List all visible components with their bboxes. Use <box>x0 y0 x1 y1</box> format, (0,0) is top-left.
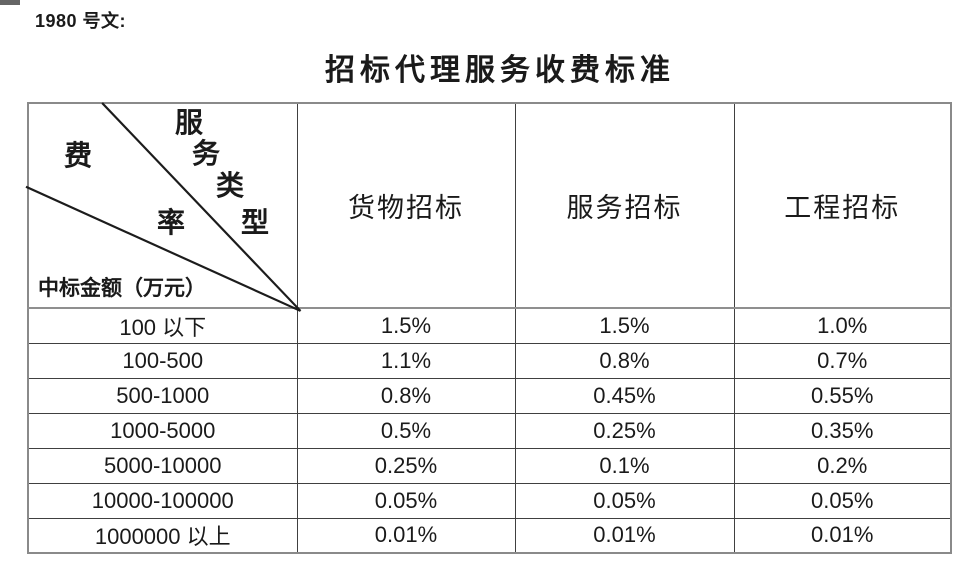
rate-cell: 0.05% <box>733 482 952 519</box>
amount-range-cell: 100 以下 <box>27 307 298 344</box>
doc-number: 1980 号文: <box>35 11 127 31</box>
column-header-service: 服务招标 <box>514 102 735 309</box>
rate-cell: 0.7% <box>733 342 952 379</box>
amount-range-cell: 500-1000 <box>27 377 298 414</box>
amount-range-cell: 5000-10000 <box>27 447 298 484</box>
rate-cell: 0.05% <box>514 482 735 519</box>
rate-cell: 0.25% <box>296 447 516 484</box>
column-header-works: 工程招标 <box>733 102 952 309</box>
table-row: 500-1000 0.8% 0.45% 0.55% <box>27 377 952 414</box>
rate-cell: 0.8% <box>514 342 735 379</box>
rate-cell: 0.01% <box>296 517 516 554</box>
amount-axis-label: 中标金额（万元） <box>38 275 206 300</box>
rate-cell: 0.1% <box>514 447 735 484</box>
rate-cell: 0.35% <box>733 412 952 449</box>
amount-range-cell: 100-500 <box>27 342 298 379</box>
table-row: 100 以下 1.5% 1.5% 1.0% <box>27 307 952 344</box>
service-type-axis-char: 类 <box>215 171 245 202</box>
amount-range-cell: 1000000 以上 <box>27 517 298 554</box>
rate-cell: 1.5% <box>296 307 516 344</box>
rate-cell: 0.25% <box>514 412 735 449</box>
rate-cell: 0.8% <box>296 377 516 414</box>
table-row: 1000000 以上 0.01% 0.01% 0.01% <box>27 517 952 554</box>
page-title: 招标代理服务收费标准 <box>325 54 675 87</box>
rate-cell: 0.5% <box>296 412 516 449</box>
diagonal-split-lines <box>25 102 302 312</box>
rate-cell: 1.5% <box>514 307 735 344</box>
column-header-goods: 货物招标 <box>296 102 516 309</box>
diagonal-header-cell: 服 务 类 型 费 率 中标金额（万元） <box>25 102 302 312</box>
amount-range-cell: 10000-100000 <box>27 482 298 519</box>
table-row: 5000-10000 0.25% 0.1% 0.2% <box>27 447 952 484</box>
service-type-axis-char: 务 <box>191 139 221 170</box>
service-type-axis-char: 服 <box>174 108 204 139</box>
header-row: 服 务 类 型 费 率 中标金额（万元） 货物招标 服务招标 工程招标 <box>25 102 952 312</box>
rate-cell: 0.55% <box>733 377 952 414</box>
rate-cell: 1.1% <box>296 342 516 379</box>
amount-range-cell: 1000-5000 <box>27 412 298 449</box>
rate-cell: 0.2% <box>733 447 952 484</box>
table-row: 1000-5000 0.5% 0.25% 0.35% <box>27 412 952 449</box>
table-row: 10000-100000 0.05% 0.05% 0.05% <box>27 482 952 519</box>
fee-rate-axis-char: 费 <box>63 141 93 172</box>
service-type-axis-char: 型 <box>240 208 270 239</box>
rate-cell: 0.05% <box>296 482 516 519</box>
scan-artifact <box>0 0 20 5</box>
rate-cell: 0.01% <box>514 517 735 554</box>
table-row: 100-500 1.1% 0.8% 0.7% <box>27 342 952 379</box>
rate-cell: 1.0% <box>733 307 952 344</box>
fee-rate-axis-char: 率 <box>156 208 186 239</box>
rate-cell: 0.45% <box>514 377 735 414</box>
fee-table: 服 务 类 型 费 率 中标金额（万元） 货物招标 服务招标 工程招标 100 … <box>25 102 952 554</box>
rate-cell: 0.01% <box>733 517 952 554</box>
